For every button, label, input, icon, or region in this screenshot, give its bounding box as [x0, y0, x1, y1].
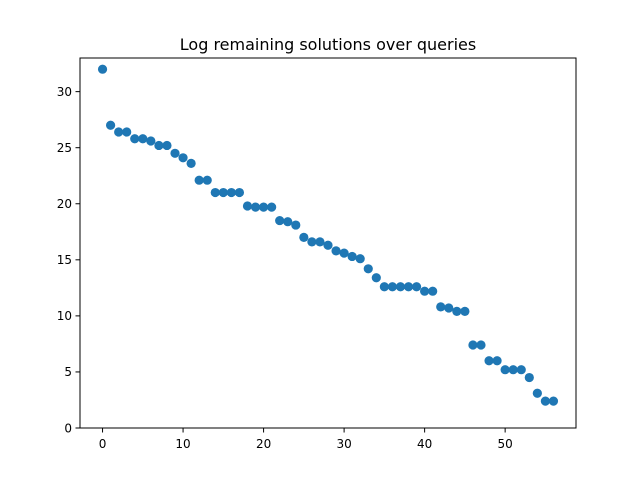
data-point [476, 340, 486, 350]
data-point [186, 158, 196, 168]
data-point [387, 282, 398, 292]
data-point [379, 282, 389, 292]
chart-title: Log remaining solutions over queries [180, 35, 476, 54]
data-point [258, 202, 269, 212]
data-point [331, 246, 341, 256]
data-point [468, 340, 478, 350]
data-point [283, 217, 293, 227]
y-tick-label: 5 [64, 365, 72, 379]
data-point [371, 273, 381, 283]
data-point [516, 365, 526, 375]
data-point [194, 175, 204, 185]
data-point [420, 286, 430, 296]
data-point [178, 153, 188, 163]
data-point [154, 140, 164, 151]
data-point [275, 215, 285, 226]
y-tick-label: 0 [64, 421, 72, 435]
x-tick-label: 40 [417, 437, 432, 451]
data-point [146, 136, 156, 146]
data-point [130, 134, 140, 144]
data-point [170, 148, 180, 158]
data-point [339, 248, 349, 258]
y-axis-ticks: 0 5 10 15 20 25 30 [57, 85, 80, 435]
data-point [452, 306, 462, 316]
data-point [508, 365, 518, 375]
data-point [395, 282, 406, 292]
y-tick-label: 30 [57, 85, 72, 99]
data-point [444, 303, 454, 313]
data-point [436, 302, 446, 312]
y-tick-label: 10 [57, 309, 72, 323]
data-point [202, 175, 212, 185]
data-point [242, 201, 253, 211]
data-point [500, 365, 510, 375]
data-point [218, 187, 228, 198]
data-point [162, 140, 172, 151]
data-point [138, 134, 148, 144]
data-point [291, 220, 301, 230]
x-tick-label: 50 [498, 437, 513, 451]
y-tick-label: 25 [57, 141, 72, 155]
x-tick-label: 20 [256, 437, 271, 451]
data-point [210, 187, 220, 198]
data-point [114, 127, 124, 137]
data-point [347, 251, 357, 262]
y-tick-label: 20 [57, 197, 72, 211]
x-axis-ticks: 0 10 20 30 40 50 [99, 428, 513, 451]
y-tick-label: 15 [57, 253, 72, 267]
data-point [524, 372, 534, 383]
data-point [106, 120, 116, 130]
data-point [548, 396, 559, 406]
points-layer [97, 64, 559, 406]
data-point [460, 306, 470, 316]
data-point [315, 237, 325, 247]
data-point [299, 232, 309, 242]
x-tick-label: 0 [99, 437, 107, 451]
data-point [492, 356, 502, 366]
data-point [540, 396, 551, 406]
data-point [234, 187, 245, 198]
data-point [323, 240, 333, 250]
data-point [355, 254, 365, 264]
data-point [97, 64, 108, 74]
data-point [250, 202, 261, 212]
data-point [428, 286, 438, 296]
x-tick-label: 10 [175, 437, 190, 451]
data-point [307, 237, 317, 247]
data-point [411, 282, 422, 292]
data-point [267, 202, 277, 212]
x-tick-label: 30 [336, 437, 351, 451]
data-point [363, 264, 373, 274]
plot-area-frame [79, 57, 577, 429]
data-point [403, 282, 414, 292]
data-point [122, 127, 132, 137]
data-point [532, 388, 542, 398]
data-point [226, 187, 236, 198]
data-point [484, 356, 494, 366]
